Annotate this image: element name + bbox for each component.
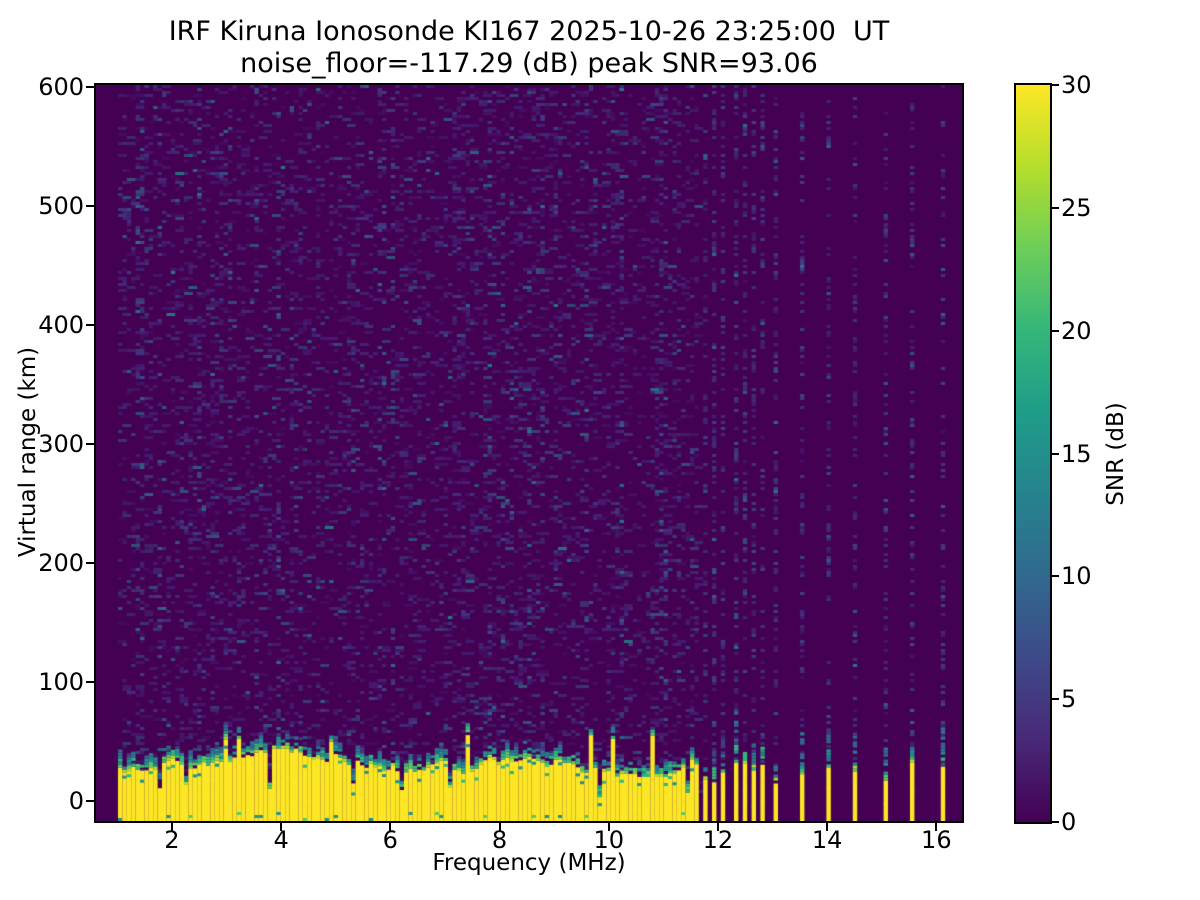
x-axis-label: Frequency (MHz) [432, 850, 626, 876]
colorbar-tick-label: 10 [1061, 562, 1092, 591]
colorbar-tick-label: 30 [1061, 71, 1092, 99]
chart-subtitle: noise_floor=-117.29 (dB) peak SNR=93.06 [240, 48, 818, 79]
x-tick-mark [280, 823, 283, 831]
y-tick-mark [86, 799, 94, 802]
colorbar-tick-mark [1052, 206, 1059, 209]
colorbar-tick-mark [1052, 821, 1059, 823]
colorbar-tick-label: 15 [1061, 439, 1092, 468]
chart-title: IRF Kiruna Ionosonde KI167 2025-10-26 23… [168, 16, 890, 47]
x-tick-label: 2 [164, 826, 180, 854]
x-tick-label: 12 [702, 826, 734, 854]
y-tick-mark [86, 680, 94, 683]
x-tick-mark [170, 823, 173, 831]
y-tick-label: 200 [38, 548, 84, 577]
x-tick-mark [716, 823, 719, 831]
colorbar-tick-label: 20 [1061, 316, 1092, 345]
x-tick-label: 8 [491, 826, 508, 854]
colorbar-tick-mark [1052, 698, 1059, 701]
y-tick-mark [86, 205, 94, 208]
x-tick-label: 10 [593, 826, 624, 854]
colorbar-tick-mark [1052, 575, 1059, 578]
x-tick-mark [826, 823, 829, 831]
colorbar-tick-mark [1052, 452, 1059, 455]
colorbar-tick-mark [1052, 329, 1059, 332]
x-tick-label: 6 [382, 826, 398, 854]
x-tick-label: 4 [273, 826, 289, 854]
x-tick-mark [607, 823, 610, 831]
y-tick-label: 400 [38, 311, 84, 340]
y-tick-label: 600 [38, 73, 84, 102]
y-tick-label: 300 [38, 430, 84, 459]
colorbar-tick-mark [1052, 84, 1059, 86]
x-tick-mark [389, 823, 392, 831]
x-tick-label: 16 [921, 826, 952, 854]
x-tick-label: 14 [811, 826, 843, 854]
y-tick-label: 500 [38, 192, 84, 221]
x-tick-mark [498, 823, 501, 831]
y-tick-mark [86, 561, 94, 564]
colorbar-gradient [1016, 85, 1050, 822]
colorbar-tick-label: 0 [1061, 808, 1077, 836]
heatmap-canvas [96, 85, 962, 821]
y-tick-mark [86, 86, 94, 89]
y-tick-mark [86, 443, 94, 446]
x-tick-mark [935, 823, 938, 831]
colorbar-tick-label: 25 [1061, 193, 1092, 222]
y-tick-mark [86, 324, 94, 327]
y-tick-label: 100 [38, 667, 84, 696]
colorbar-tick-label: 5 [1061, 685, 1077, 714]
y-tick-label: 0 [68, 786, 84, 815]
